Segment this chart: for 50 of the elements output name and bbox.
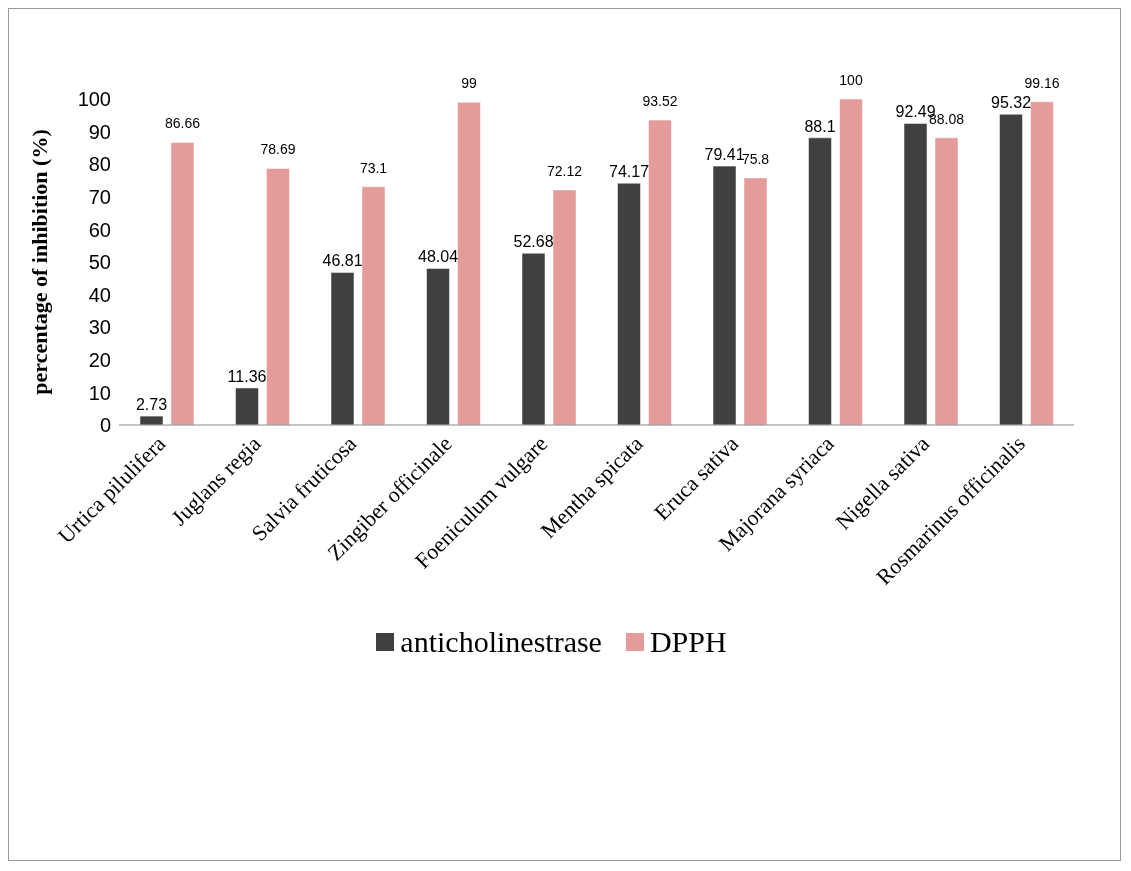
data-label: 88.1 xyxy=(804,117,836,135)
legend-label: DPPH xyxy=(649,625,727,659)
y-tick-label: 30 xyxy=(88,316,111,339)
data-label: 99 xyxy=(461,75,478,92)
bar xyxy=(743,177,768,425)
bar xyxy=(330,272,355,425)
data-label: 74.17 xyxy=(608,163,650,181)
data-label: 72.12 xyxy=(546,162,583,179)
data-label: 11.36 xyxy=(227,367,267,385)
bar xyxy=(712,165,737,425)
data-label: 86.66 xyxy=(164,115,201,132)
data-label: 99.16 xyxy=(1024,74,1060,91)
bar xyxy=(139,415,164,425)
y-tick-label: 40 xyxy=(88,283,111,306)
bar xyxy=(552,189,577,425)
bar xyxy=(934,137,959,425)
bar xyxy=(903,123,928,425)
bar xyxy=(521,253,546,425)
bar xyxy=(808,137,832,425)
data-label: 48.04 xyxy=(417,248,459,266)
bar xyxy=(999,114,1023,425)
y-tick-label: 90 xyxy=(88,120,111,143)
bar xyxy=(426,268,450,425)
data-label: 52.68 xyxy=(513,233,554,251)
data-label: 78.69 xyxy=(260,141,296,158)
bar xyxy=(839,99,863,425)
bar xyxy=(266,168,290,425)
legend-label: anticholinestrase xyxy=(400,625,602,659)
y-tick-label: 20 xyxy=(88,348,111,371)
y-tick-label: 10 xyxy=(88,381,111,404)
y-axis-title: percentage of inhibition (%) xyxy=(26,129,52,395)
data-label: 95.32 xyxy=(990,94,1032,112)
y-tick-label: 100 xyxy=(77,88,111,111)
data-label: 2.73 xyxy=(135,396,168,414)
y-tick-label: 50 xyxy=(88,251,111,274)
data-label: 100 xyxy=(839,72,863,88)
data-label: 73.1 xyxy=(359,159,388,176)
data-label: 93.52 xyxy=(642,93,678,110)
y-tick-label: 60 xyxy=(88,218,111,241)
data-label: 46.81 xyxy=(322,252,363,270)
bar xyxy=(235,387,259,425)
bar xyxy=(457,102,481,425)
y-tick-label: 0 xyxy=(99,414,111,437)
bar xyxy=(1030,101,1054,425)
y-tick-label: 80 xyxy=(88,153,111,176)
bar xyxy=(170,142,195,425)
bar xyxy=(361,186,386,425)
y-tick-label: 70 xyxy=(88,185,111,208)
bar xyxy=(648,119,672,425)
bar xyxy=(617,182,641,425)
